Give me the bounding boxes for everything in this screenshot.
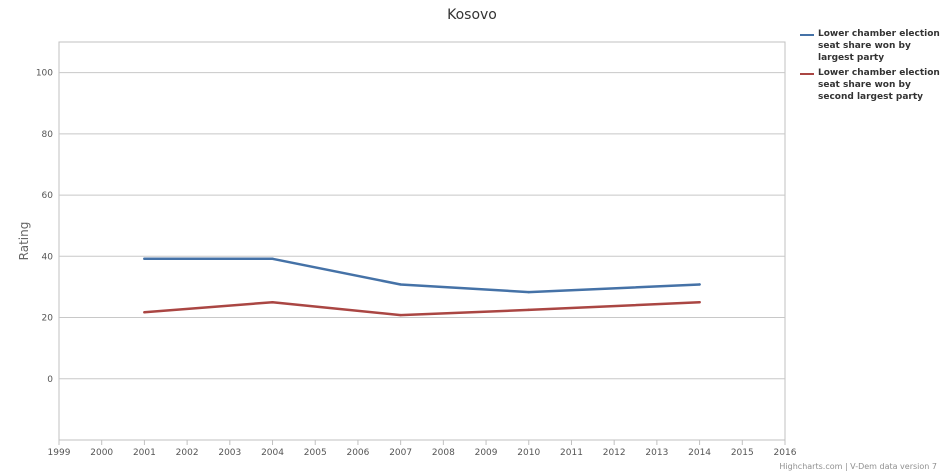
data-point[interactable] xyxy=(271,257,274,260)
y-axis-ticks: 0 20 40 60 80 100 xyxy=(36,69,53,385)
legend-swatch xyxy=(800,73,814,75)
x-axis-ticks: 1999 2000 2001 2002 2003 2004 2005 2006 2007 2008… xyxy=(48,440,797,458)
x-tick-label: 2001 xyxy=(133,448,156,458)
x-tick-label: 1999 xyxy=(48,448,71,458)
y-tick-label: 0 xyxy=(47,375,53,385)
legend-label: Lower chamber election seat share won by… xyxy=(818,68,940,102)
x-tick-label: 2004 xyxy=(261,448,284,458)
x-tick-label: 2016 xyxy=(774,448,797,458)
y-tick-label: 60 xyxy=(42,191,54,201)
x-tick-label: 2013 xyxy=(645,448,668,458)
credits-text[interactable]: Highcharts.com | V-Dem data version 7 xyxy=(779,462,937,471)
legend-swatch xyxy=(800,34,814,36)
x-tick-label: 2000 xyxy=(90,448,113,458)
data-point[interactable] xyxy=(143,257,146,260)
data-point[interactable] xyxy=(399,283,402,286)
data-point[interactable] xyxy=(271,301,274,304)
data-point[interactable] xyxy=(698,301,701,304)
x-tick-label: 2010 xyxy=(517,448,540,458)
data-point[interactable] xyxy=(143,311,146,314)
y-tick-label: 80 xyxy=(42,130,54,140)
y-axis-label: Rating xyxy=(17,222,31,261)
legend-item-second-largest-party[interactable]: Lower chamber election seat share won by… xyxy=(800,67,940,103)
x-tick-label: 2009 xyxy=(475,448,498,458)
y-tick-label: 40 xyxy=(42,252,54,262)
legend-label: Lower chamber election seat share won by… xyxy=(818,29,940,63)
chart-title: Kosovo xyxy=(447,7,497,23)
legend-item-largest-party[interactable]: Lower chamber election seat share won by… xyxy=(800,28,940,64)
x-tick-label: 2006 xyxy=(346,448,369,458)
x-tick-label: 2008 xyxy=(432,448,455,458)
y-tick-label: 20 xyxy=(42,314,54,324)
data-point[interactable] xyxy=(698,283,701,286)
grid-lines xyxy=(59,72,785,380)
x-tick-label: 2003 xyxy=(218,448,241,458)
series-group xyxy=(143,257,701,317)
legend: Lower chamber election seat share won by… xyxy=(800,28,940,106)
plot-area xyxy=(58,41,786,441)
data-point[interactable] xyxy=(527,290,530,294)
x-tick-label: 2014 xyxy=(688,448,711,458)
data-point[interactable] xyxy=(527,308,530,312)
data-point[interactable] xyxy=(399,313,402,317)
x-tick-label: 2012 xyxy=(603,448,626,458)
x-tick-label: 2005 xyxy=(304,448,327,458)
y-tick-label: 100 xyxy=(36,69,53,79)
x-tick-label: 2007 xyxy=(389,448,412,458)
x-tick-label: 2002 xyxy=(176,448,199,458)
x-tick-label: 2011 xyxy=(560,448,583,458)
x-tick-label: 2015 xyxy=(731,448,754,458)
